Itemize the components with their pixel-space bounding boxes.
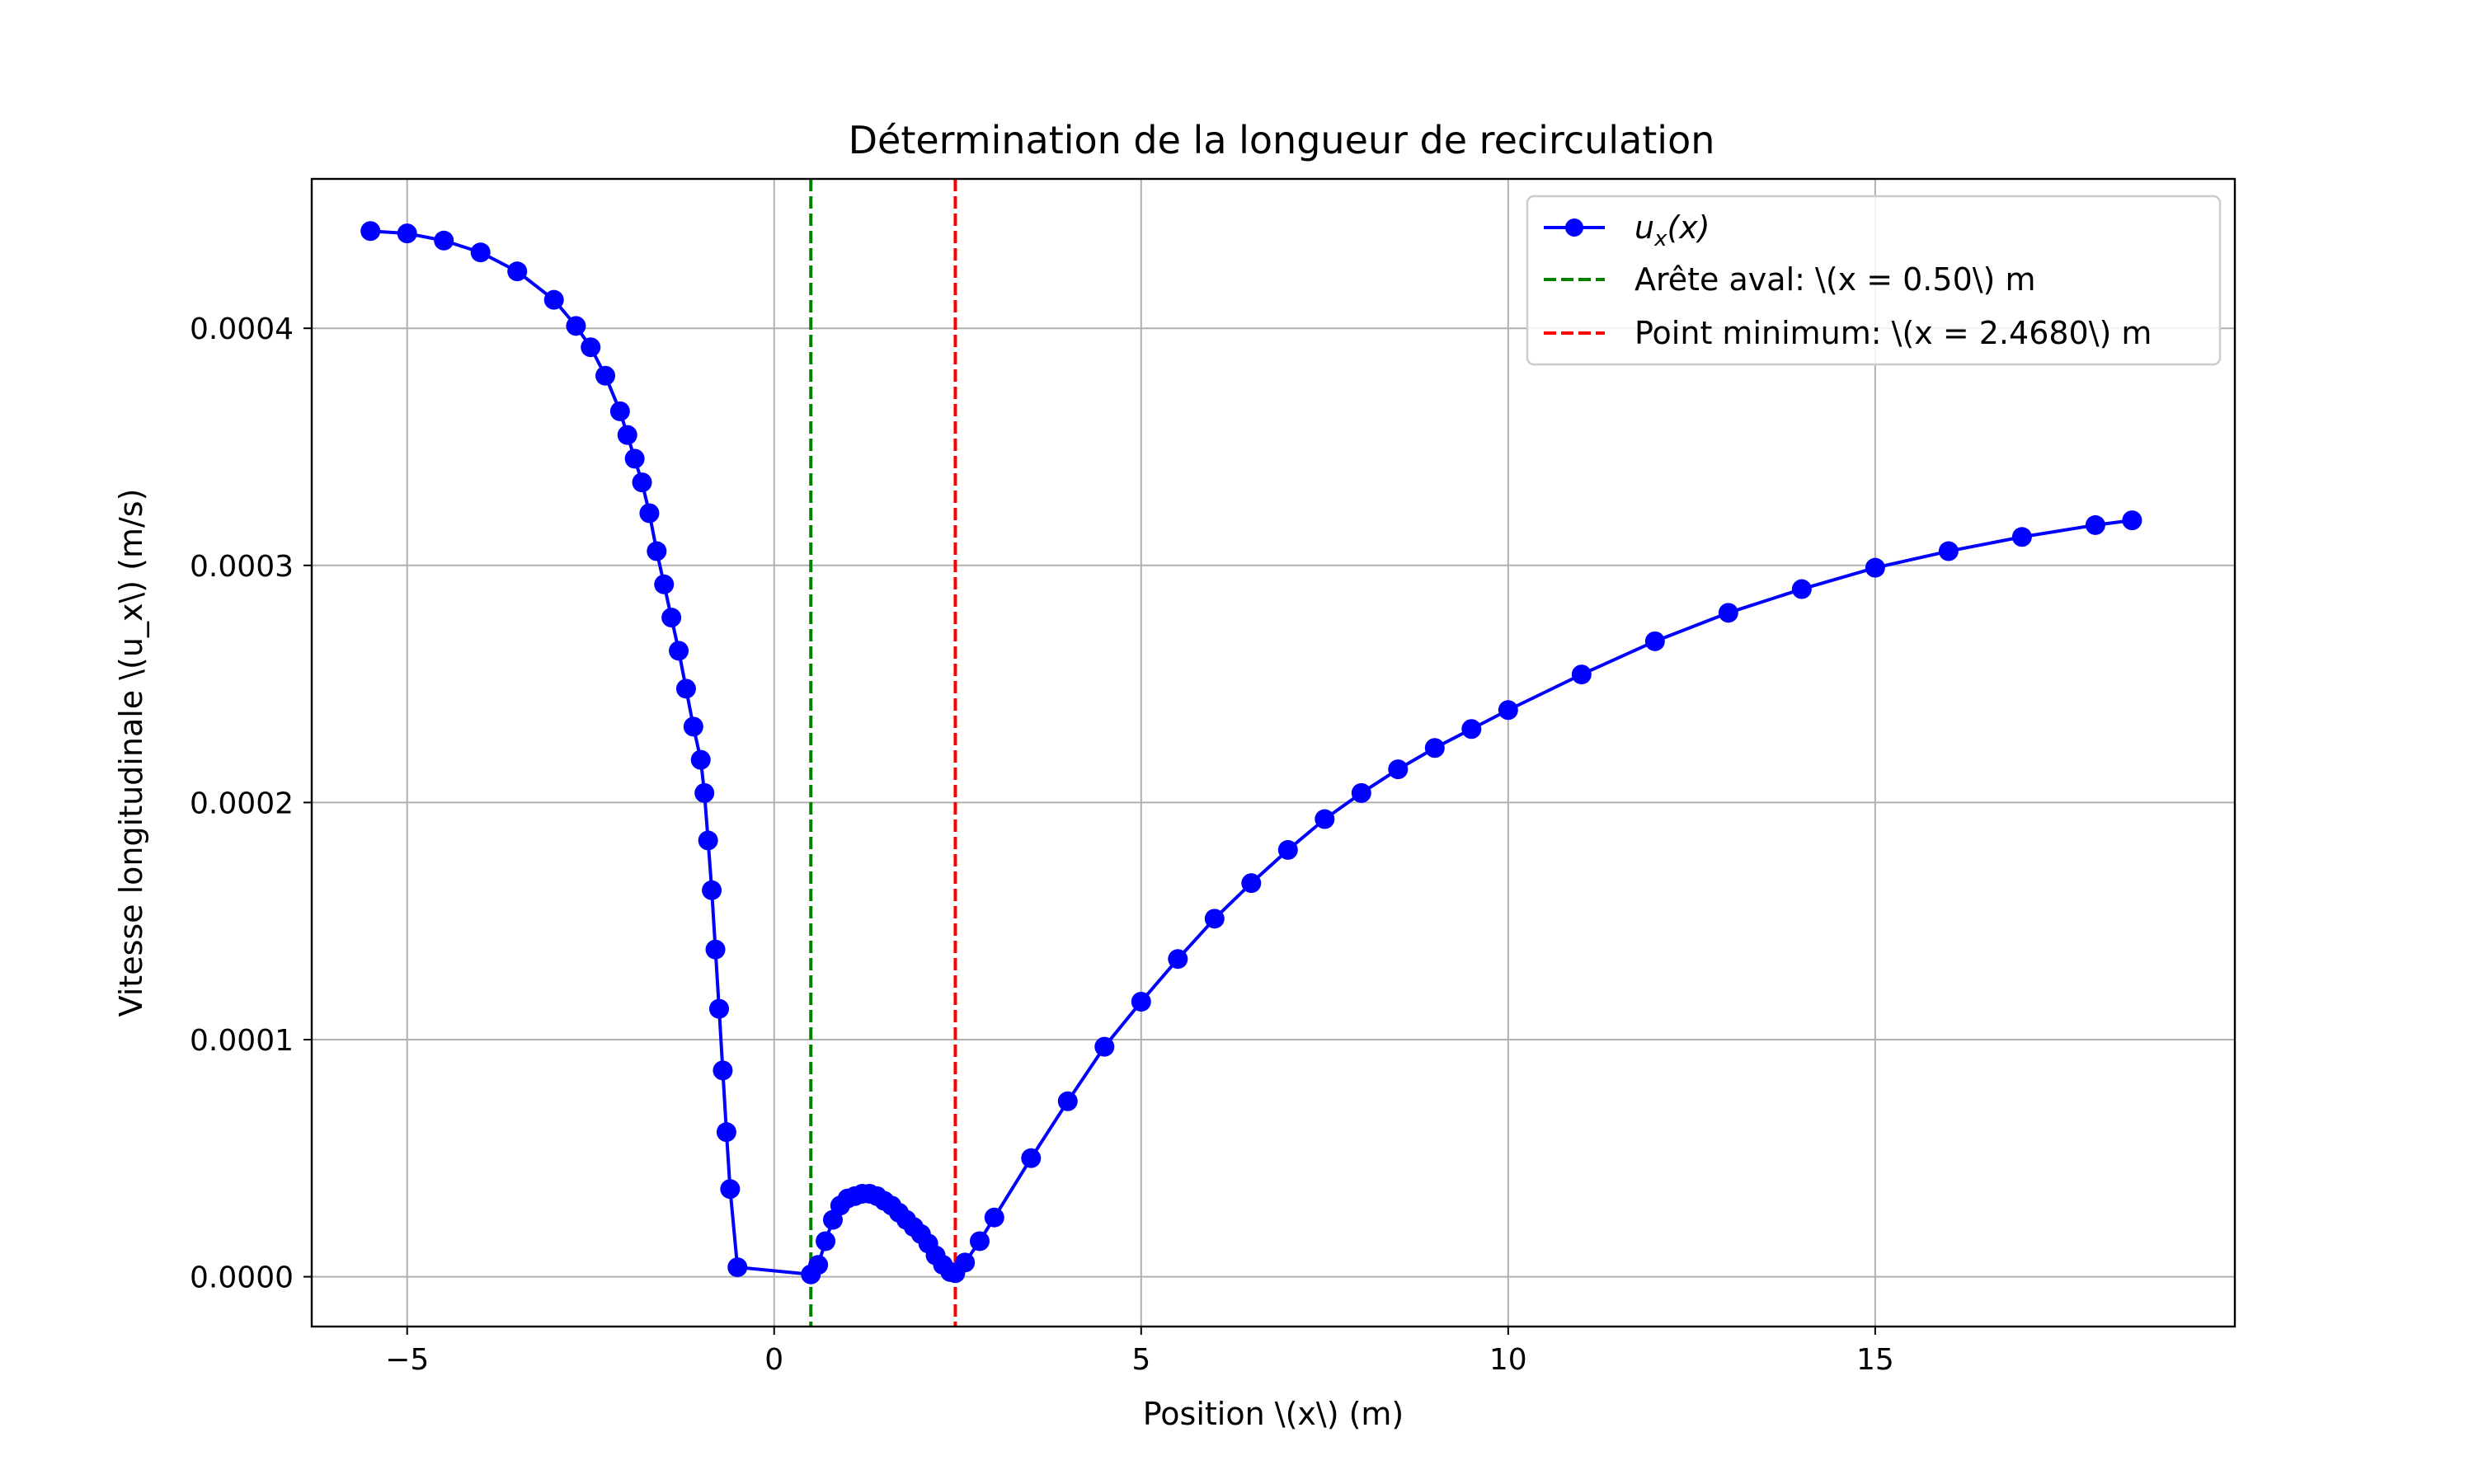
- data-point: [1938, 541, 1959, 561]
- data-point: [1644, 631, 1665, 651]
- x-tick-label: 5: [1131, 1343, 1150, 1377]
- data-point: [1461, 719, 1482, 740]
- data-point: [702, 880, 722, 900]
- data-point: [617, 425, 637, 445]
- y-axis-label: Vitesse longitudinale \(u_x\) (m/s): [113, 489, 149, 1017]
- data-point: [690, 749, 711, 770]
- data-point: [816, 1231, 836, 1252]
- data-point: [470, 242, 491, 263]
- data-point: [609, 401, 630, 421]
- data-point: [1571, 665, 1592, 685]
- data-point: [984, 1207, 1004, 1228]
- data-point: [1718, 603, 1738, 623]
- data-point: [639, 503, 660, 524]
- data-point: [566, 316, 586, 336]
- data-point: [1865, 557, 1885, 578]
- legend-minimum-point-label: Point minimum: \(x = 2.4680\) m: [1634, 315, 2152, 351]
- data-point: [647, 541, 667, 561]
- data-point: [694, 782, 715, 803]
- data-point: [360, 221, 381, 242]
- data-point: [808, 1255, 829, 1275]
- legend: ux(x) Arête aval: \(x = 0.50\) m Point m…: [1526, 195, 2222, 366]
- data-point: [595, 365, 616, 386]
- y-tick-label: 0.0004: [190, 312, 294, 346]
- data-point: [1351, 782, 1371, 803]
- x-tick-label: 15: [1856, 1343, 1894, 1377]
- data-point: [713, 1060, 733, 1081]
- data-point: [716, 1122, 736, 1143]
- legend-box: [1526, 195, 2222, 366]
- data-point: [434, 230, 454, 251]
- data-point: [543, 289, 564, 310]
- data-point: [2011, 527, 2032, 547]
- legend-series-label: ux(x): [1634, 209, 1710, 251]
- data-point: [1094, 1036, 1115, 1057]
- x-tick-label: −5: [385, 1343, 429, 1377]
- chart-title: Détermination de la longueur de recircul…: [849, 118, 1715, 162]
- y-tick-label: 0.0003: [190, 550, 294, 584]
- x-axis-ticks: −5 0 5 10 15: [385, 1327, 1894, 1377]
- data-point: [624, 448, 645, 469]
- y-axis-ticks: 0.0000 0.0001 0.0002 0.0003 0.0004: [190, 312, 312, 1295]
- legend-series-label-tail: (x): [1667, 209, 1710, 246]
- data-point: [1241, 873, 1262, 894]
- data-point: [632, 472, 652, 493]
- data-point: [675, 679, 696, 699]
- data-point: [654, 574, 675, 594]
- data-point: [705, 939, 726, 960]
- x-tick-label: 10: [1489, 1343, 1527, 1377]
- plot-frame: [310, 177, 2236, 1328]
- data-point: [661, 608, 682, 628]
- y-tick-label: 0.0001: [190, 1024, 294, 1058]
- data-point: [397, 223, 417, 244]
- x-axis-label: Position \(x\) (m): [1143, 1396, 1404, 1432]
- data-point: [720, 1179, 741, 1200]
- data-point: [669, 641, 689, 661]
- legend-series-label-sub: x: [1653, 227, 1667, 251]
- data-point: [1057, 1091, 1078, 1111]
- data-point: [1131, 991, 1151, 1012]
- data-point: [727, 1257, 748, 1278]
- data-point: [683, 716, 703, 737]
- data-point: [1021, 1148, 1042, 1168]
- y-tick-label: 0.0000: [190, 1261, 294, 1295]
- legend-series-label-main: u: [1634, 209, 1654, 246]
- x-tick-label: 0: [764, 1343, 783, 1377]
- data-point: [1424, 738, 1445, 758]
- data-point: [969, 1231, 990, 1252]
- data-point: [955, 1252, 976, 1273]
- data-point: [507, 261, 528, 282]
- data-point: [1498, 700, 1518, 721]
- data-point: [1204, 909, 1225, 929]
- data-point: [1277, 839, 1298, 860]
- reference-lines: [809, 179, 957, 1327]
- data-point: [1791, 579, 1812, 599]
- data-point: [708, 998, 729, 1019]
- y-tick-label: 0.0002: [190, 787, 294, 820]
- data-point: [2085, 514, 2105, 535]
- data-point: [1315, 809, 1335, 829]
- plot-series: [360, 221, 2142, 1284]
- data-point: [1168, 949, 1188, 970]
- legend-downstream-edge-label: Arête aval: \(x = 0.50\) m: [1634, 261, 2035, 298]
- legend-series-marker: [1565, 218, 1583, 237]
- data-point: [581, 337, 601, 358]
- data-point: [1388, 759, 1409, 780]
- data-point: [2122, 510, 2142, 531]
- data-point: [698, 830, 718, 851]
